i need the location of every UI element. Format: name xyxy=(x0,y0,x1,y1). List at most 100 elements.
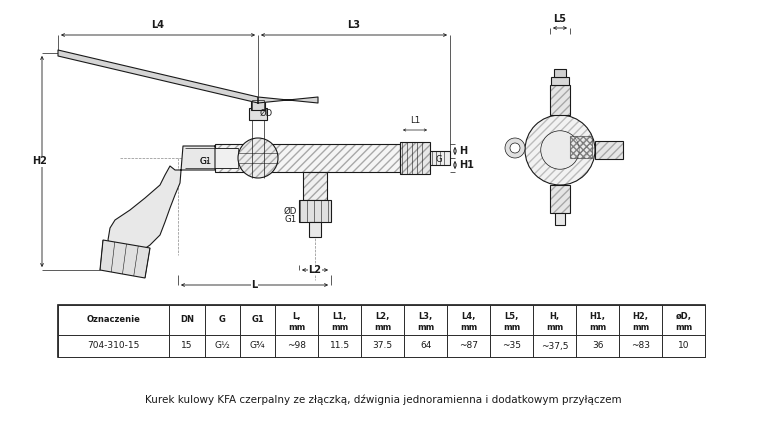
Text: H1,: H1, xyxy=(590,312,606,321)
Text: 11.5: 11.5 xyxy=(330,341,350,351)
Bar xyxy=(490,335,534,357)
Polygon shape xyxy=(100,240,150,278)
Text: L5,: L5, xyxy=(505,312,519,321)
Text: mm: mm xyxy=(589,323,606,332)
Text: L2,: L2, xyxy=(375,312,390,321)
Text: G½: G½ xyxy=(214,341,230,351)
Text: L2: L2 xyxy=(309,265,321,275)
Text: G: G xyxy=(435,155,442,165)
Text: G1: G1 xyxy=(285,214,297,224)
Text: 36: 36 xyxy=(592,341,603,351)
Circle shape xyxy=(238,138,278,178)
Bar xyxy=(447,305,490,335)
Bar xyxy=(534,305,576,335)
Bar xyxy=(554,69,566,77)
Text: mm: mm xyxy=(374,323,391,332)
Text: G1: G1 xyxy=(199,157,211,167)
Bar xyxy=(550,85,570,115)
Bar xyxy=(400,142,430,174)
Bar xyxy=(550,85,570,115)
Text: G1: G1 xyxy=(252,316,264,325)
Text: DN: DN xyxy=(180,316,194,325)
Bar xyxy=(251,100,265,110)
Text: mm: mm xyxy=(417,323,435,332)
Text: L3,: L3, xyxy=(419,312,433,321)
Text: ~83: ~83 xyxy=(631,341,650,351)
Bar xyxy=(447,335,490,357)
Bar xyxy=(58,305,705,357)
Bar xyxy=(595,141,623,159)
Text: G: G xyxy=(219,316,226,325)
Bar xyxy=(204,335,240,357)
Text: 704-310-15: 704-310-15 xyxy=(87,341,140,351)
Text: mm: mm xyxy=(503,323,521,332)
Bar xyxy=(361,335,404,357)
Bar xyxy=(299,200,331,222)
Bar xyxy=(361,305,404,335)
Polygon shape xyxy=(58,50,258,103)
Bar xyxy=(58,335,169,357)
Text: øD,: øD, xyxy=(676,312,692,321)
Bar xyxy=(204,305,240,335)
Bar xyxy=(534,335,576,357)
Text: L4,: L4, xyxy=(461,312,476,321)
Polygon shape xyxy=(108,146,215,255)
Bar xyxy=(576,335,619,357)
Bar xyxy=(309,222,321,237)
Text: mm: mm xyxy=(460,323,477,332)
Bar xyxy=(595,141,623,159)
Text: mm: mm xyxy=(288,323,306,332)
Bar xyxy=(318,335,361,357)
Bar xyxy=(490,305,534,335)
Circle shape xyxy=(505,138,525,158)
Text: mm: mm xyxy=(331,323,348,332)
Bar xyxy=(551,77,569,85)
Text: mm: mm xyxy=(632,323,649,332)
Bar xyxy=(400,142,430,174)
Bar xyxy=(303,172,327,200)
Text: L1: L1 xyxy=(410,116,420,125)
Circle shape xyxy=(525,115,595,185)
Text: L5: L5 xyxy=(553,14,566,24)
Bar xyxy=(185,148,238,168)
Text: L: L xyxy=(252,280,258,290)
Text: H,: H, xyxy=(549,312,559,321)
Bar xyxy=(662,305,705,335)
Bar xyxy=(240,305,275,335)
Bar xyxy=(303,172,327,200)
Text: ~37,5: ~37,5 xyxy=(541,341,568,351)
Text: 10: 10 xyxy=(678,341,689,351)
Text: L,: L, xyxy=(293,312,301,321)
Bar xyxy=(550,185,570,213)
Bar xyxy=(318,305,361,335)
Bar xyxy=(215,144,400,172)
Bar xyxy=(576,305,619,335)
Text: L3: L3 xyxy=(347,20,360,30)
Text: ØD: ØD xyxy=(283,206,297,216)
Text: Oznaczenie: Oznaczenie xyxy=(87,316,141,325)
Bar xyxy=(619,335,662,357)
Bar xyxy=(169,305,204,335)
Text: G¾: G¾ xyxy=(250,341,265,351)
Text: 15: 15 xyxy=(181,341,192,351)
Text: H2,: H2, xyxy=(632,312,648,321)
Text: mm: mm xyxy=(675,323,692,332)
Bar xyxy=(215,144,400,172)
Text: L4: L4 xyxy=(151,20,164,30)
Bar xyxy=(249,108,267,120)
Text: H1: H1 xyxy=(459,160,474,170)
Bar xyxy=(240,335,275,357)
Bar xyxy=(404,305,447,335)
Bar xyxy=(404,335,447,357)
Text: 37.5: 37.5 xyxy=(372,341,393,351)
Text: ~98: ~98 xyxy=(287,341,306,351)
Bar xyxy=(275,335,318,357)
Text: Kurek kulowy KFA czerpalny ze złączką, dźwignia jednoramienna i dodatkowym przył: Kurek kulowy KFA czerpalny ze złączką, d… xyxy=(144,395,622,405)
Bar xyxy=(550,185,570,213)
Text: ØD: ØD xyxy=(260,108,273,117)
Bar xyxy=(430,151,450,165)
Text: H: H xyxy=(459,146,467,156)
Bar xyxy=(169,335,204,357)
Bar xyxy=(58,305,169,335)
Text: ~35: ~35 xyxy=(502,341,521,351)
